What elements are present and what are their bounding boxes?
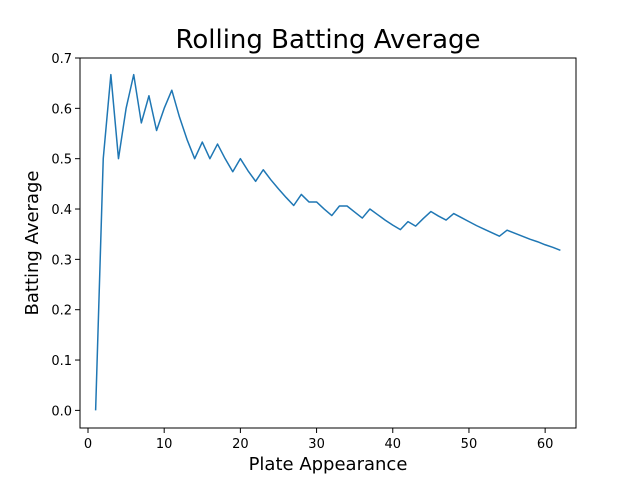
plot-area-frame <box>79 57 577 429</box>
y-tick-label: 0.3 <box>51 253 72 268</box>
x-tick-label: 60 <box>537 437 554 452</box>
y-tick-label: 0.1 <box>51 354 72 369</box>
x-axis: 0 10 20 30 40 50 60 <box>84 428 554 452</box>
x-tick-label: 50 <box>461 437 478 452</box>
y-tick-label: 0.2 <box>51 304 72 319</box>
x-tick-label: 10 <box>156 437 173 452</box>
x-tick-label: 30 <box>308 437 325 452</box>
y-tick-label: 0.6 <box>51 102 72 117</box>
chart-title: Rolling Batting Average <box>175 25 480 55</box>
series-line <box>94 73 561 411</box>
x-tick-label: 40 <box>384 437 401 452</box>
y-tick-label: 0.5 <box>51 153 72 168</box>
x-axis-label: Plate Appearance <box>249 454 408 475</box>
x-tick-label: 0 <box>84 437 92 452</box>
y-axis: 0.0 0.1 0.2 0.3 0.4 0.5 0.6 0.7 <box>51 52 80 419</box>
y-tick-label: 0.4 <box>51 203 72 218</box>
y-axis-label: Batting Average <box>22 171 43 316</box>
y-tick-label: 0.7 <box>51 52 72 67</box>
x-tick-label: 20 <box>232 437 249 452</box>
y-tick-label: 0.0 <box>51 404 72 419</box>
